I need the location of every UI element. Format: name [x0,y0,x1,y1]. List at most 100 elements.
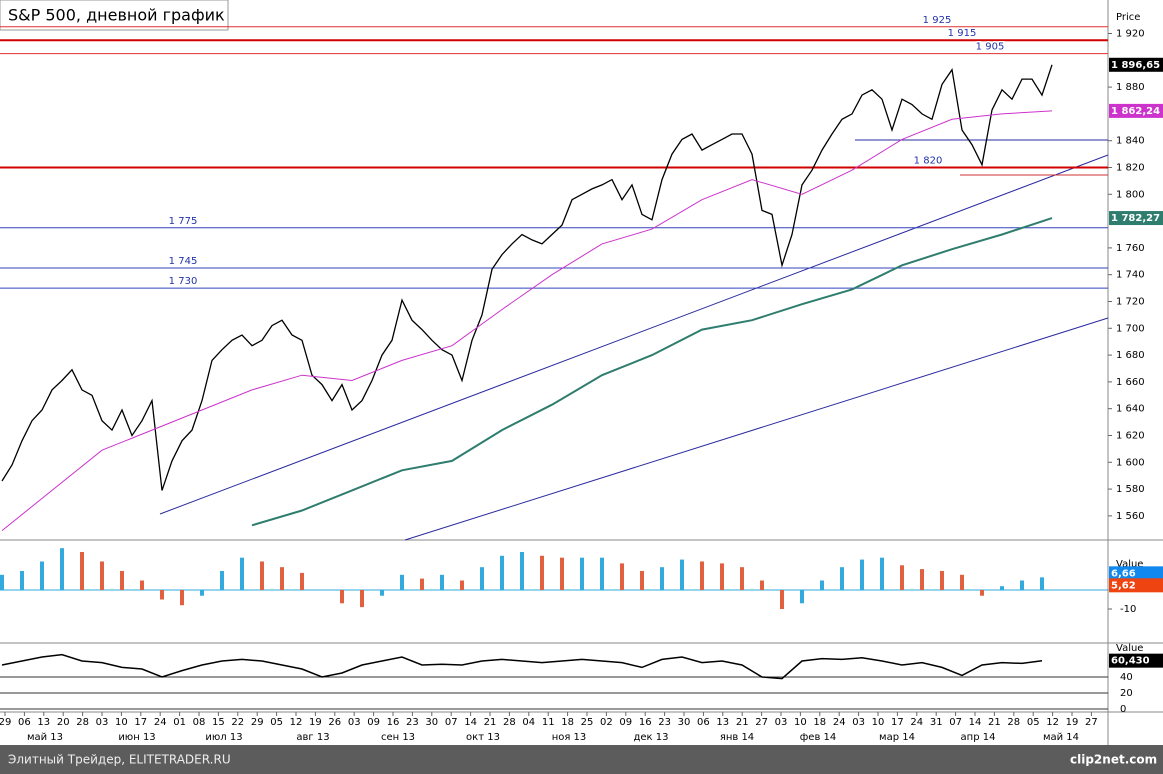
x-tick-label: 17 [891,717,904,728]
x-tick-label: 16 [639,717,652,728]
histogram-bar [760,580,764,590]
y-tick-label: -10 [1120,604,1136,615]
histogram-bar [120,570,124,590]
month-label: июн 13 [118,732,155,743]
histogram-bar [480,567,484,590]
y-tick-label: 1 820 [1116,162,1145,173]
y-tick-label: 1 580 [1116,484,1145,495]
histogram-bar [380,590,384,596]
histogram-bar [500,555,504,590]
x-tick-label: 14 [969,717,982,728]
level-label: 1 745 [169,256,198,267]
x-tick-label: 29 [0,717,11,728]
histogram-bar [580,557,584,590]
histogram-bar [220,570,224,590]
x-tick-label: 01 [173,717,186,728]
x-tick-label: 03 [96,717,109,728]
x-tick-label: 23 [406,717,419,728]
x-tick-label: 25 [581,717,594,728]
x-tick-label: 09 [367,717,380,728]
chart-title: S&P 500, дневной график [8,6,225,25]
month-label: дек 13 [633,732,668,743]
trend-line [404,317,1109,541]
histogram-bar [420,578,424,590]
x-tick-label: 26 [328,717,341,728]
price-tag [1109,566,1163,581]
x-tick-label: 05 [1027,717,1040,728]
y-tick-label: 1 700 [1116,323,1145,334]
histogram-bar [40,561,44,590]
level-label: 1 730 [169,276,198,287]
y-tick-label: 1 800 [1116,189,1145,200]
x-tick-label: 04 [522,717,535,728]
histogram-bar [920,569,924,590]
histogram-bar [540,555,544,590]
x-tick-label: 13 [716,717,729,728]
y-tick-label: 1 640 [1116,404,1145,415]
month-label: май 14 [1043,732,1079,743]
x-tick-label: 28 [76,717,89,728]
histogram-bar [1020,580,1024,590]
month-label: ноя 13 [552,732,587,743]
x-tick-label: 23 [658,717,671,728]
x-tick-label: 17 [134,717,147,728]
x-tick-label: 20 [57,717,70,728]
x-tick-label: 28 [1007,717,1020,728]
x-tick-label: 31 [930,717,943,728]
histogram-bar [820,580,824,590]
x-tick-label: 24 [833,717,846,728]
histogram-bar [880,557,884,590]
y-tick-label: 1 660 [1116,377,1145,388]
histogram-bar [560,557,564,590]
x-tick-label: 29 [251,717,264,728]
price-tag [1109,57,1163,72]
histogram-bar [860,559,864,590]
x-tick-label: 10 [115,717,128,728]
histogram-bar [260,561,264,590]
histogram-bar [600,557,604,590]
x-tick-label: 07 [445,717,458,728]
x-tick-label: 16 [387,717,400,728]
x-tick-label: 06 [18,717,31,728]
y-tick-label: 40 [1120,672,1133,683]
histogram-bar [60,548,64,590]
footer-bar [0,745,1163,774]
histogram-bar [700,561,704,590]
axis-title: Price [1116,12,1140,23]
histogram-bar [100,561,104,590]
level-label: 1 915 [948,28,977,39]
histogram-bar [660,567,664,590]
x-tick-label: 15 [212,717,225,728]
histogram-bar [960,574,964,590]
histogram-bar [240,557,244,590]
x-tick-label: 19 [1066,717,1079,728]
x-tick-label: 02 [600,717,613,728]
x-tick-label: 21 [736,717,749,728]
histogram-bar [20,570,24,590]
y-tick-label: 0 [1120,704,1126,715]
price-tag [1109,211,1163,226]
x-tick-label: 10 [794,717,807,728]
level-label: 1 820 [914,155,943,166]
x-tick-label: 05 [270,717,283,728]
histogram-bar [140,580,144,590]
histogram-bar [520,551,524,590]
x-tick-label: 18 [813,717,826,728]
axis-title: Value [1116,643,1143,654]
month-label: мар 14 [879,732,915,743]
histogram-bar [740,567,744,590]
histogram-bar [720,563,724,590]
y-tick-label: 1 740 [1116,270,1145,281]
histogram-bar [900,565,904,590]
line [1,653,1043,680]
axis-title: Value [1116,559,1143,570]
price-tag [1109,653,1163,668]
x-tick-label: 22 [231,717,244,728]
x-tick-label: 21 [484,717,497,728]
histogram-bar [840,567,844,590]
x-tick-label: 13 [37,717,50,728]
histogram-bar [640,570,644,590]
month-label: апр 14 [961,732,996,743]
histogram-bar [180,590,184,606]
